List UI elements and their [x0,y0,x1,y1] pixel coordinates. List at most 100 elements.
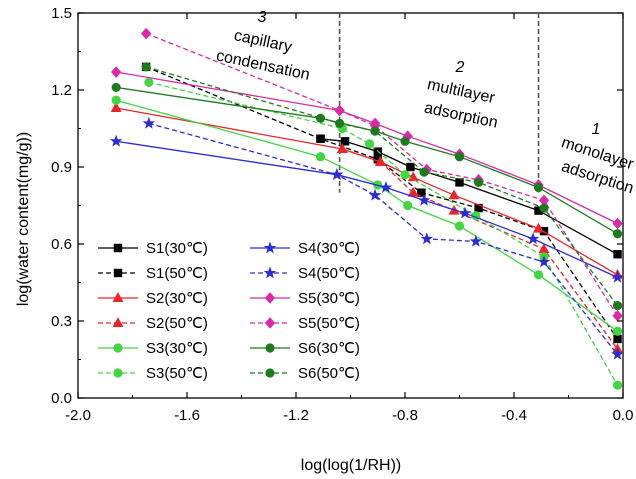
data-point [533,270,544,280]
legend-label: S6(30℃) [298,340,360,357]
data-point [109,134,123,147]
series-line [342,148,619,350]
data-point [334,118,345,128]
data-point [611,270,624,283]
legend-entry: S5(30℃) [250,290,360,307]
y-tick-label: 0.9 [51,159,72,176]
series-line [148,122,619,355]
data-point [330,168,344,181]
legend-entry: S4(30℃) [250,240,360,257]
data-point [407,171,419,182]
legend-label: S3(30℃) [146,340,208,357]
legend-marker [263,266,277,279]
legend-label: S6(50℃) [298,365,360,382]
data-point [473,177,484,187]
data-point [368,188,382,201]
legend-entry: S6(30℃) [250,340,360,357]
legend-label: S5(30℃) [298,290,360,307]
data-point [420,232,434,245]
data-point [374,156,386,166]
data-point [448,189,460,200]
data-point [613,334,622,344]
y-tick-label: 0.3 [51,313,72,330]
region-dividers [338,13,540,193]
data-point [613,250,622,259]
data-point [110,102,122,112]
legend-label: S4(30℃) [298,240,360,257]
legend-label: S5(50℃) [298,315,360,332]
data-point [315,152,326,162]
data-point [612,300,623,311]
data-point [612,229,623,239]
series-line [145,32,619,317]
data-point [406,162,415,172]
legend-entry: S3(30℃) [98,340,208,357]
y-tick-label: 1.5 [51,5,72,22]
data-point [315,113,326,123]
series-layer [109,27,624,390]
data-point [403,200,413,211]
legend-entry: S4(50℃) [250,265,360,282]
annotation-number: 1 [592,121,601,138]
axis-ticks: -2.0 -1.6 -1.2 -0.8 -0.4 0.0 0.0 0.3 0.6 0.9 1.2 1.… [51,5,633,424]
data-point [537,255,551,268]
data-point [526,232,540,245]
legend-label: S3(50℃) [146,365,208,382]
x-tick-label: 0.0 [613,407,634,424]
x-tick-label: -0.8 [392,407,418,424]
y-tick-label: 1.2 [51,82,72,99]
x-tick-label: -1.6 [174,407,200,424]
data-point [370,126,380,136]
legend-entry: S3(50℃) [98,365,208,382]
legend-label: S2(30℃) [146,290,208,307]
data-point [417,193,431,206]
data-point [539,203,549,213]
data-point [140,27,152,40]
legend-entry: S2(50℃) [98,315,208,332]
data-point [611,347,624,360]
data-point [340,137,350,146]
data-point [400,136,410,146]
legend-marker [265,343,275,353]
legend-entry: S1(30℃) [98,240,208,257]
data-point [111,95,121,105]
data-point [336,143,348,154]
series-9 [140,27,623,322]
legend-label: S4(50℃) [298,265,360,282]
data-point [111,66,122,78]
data-point [533,222,545,233]
x-tick-label: -1.2 [283,407,309,424]
legend-marker [113,243,123,253]
series-1 [141,62,622,344]
legend-marker [264,317,276,329]
legend-label: S2(50℃) [146,315,208,332]
legend-marker [112,317,124,328]
data-point [364,139,375,149]
annotation-number: 2 [455,59,465,76]
data-point [469,234,483,247]
legend-entry: S2(30℃) [98,290,208,307]
series-5 [144,77,623,390]
data-point [454,152,465,162]
y-axis-label: log(water content(mg/g)) [15,132,32,306]
data-point [144,77,154,87]
x-axis-label: log(log(1/RH)) [301,457,401,474]
data-point [379,180,393,193]
legend-marker [112,292,124,303]
legend-marker [113,368,123,378]
data-point [612,326,623,336]
legend-marker [265,368,275,378]
legend-entry: S1(50℃) [98,265,208,282]
data-point [419,167,429,177]
legend-marker [113,343,123,353]
series-4 [111,95,623,336]
data-point [141,62,151,72]
series-7 [142,116,624,360]
data-point [612,310,623,322]
data-point [612,380,623,390]
y-tick-label: 0.6 [51,236,72,253]
legend-marker [113,268,123,278]
